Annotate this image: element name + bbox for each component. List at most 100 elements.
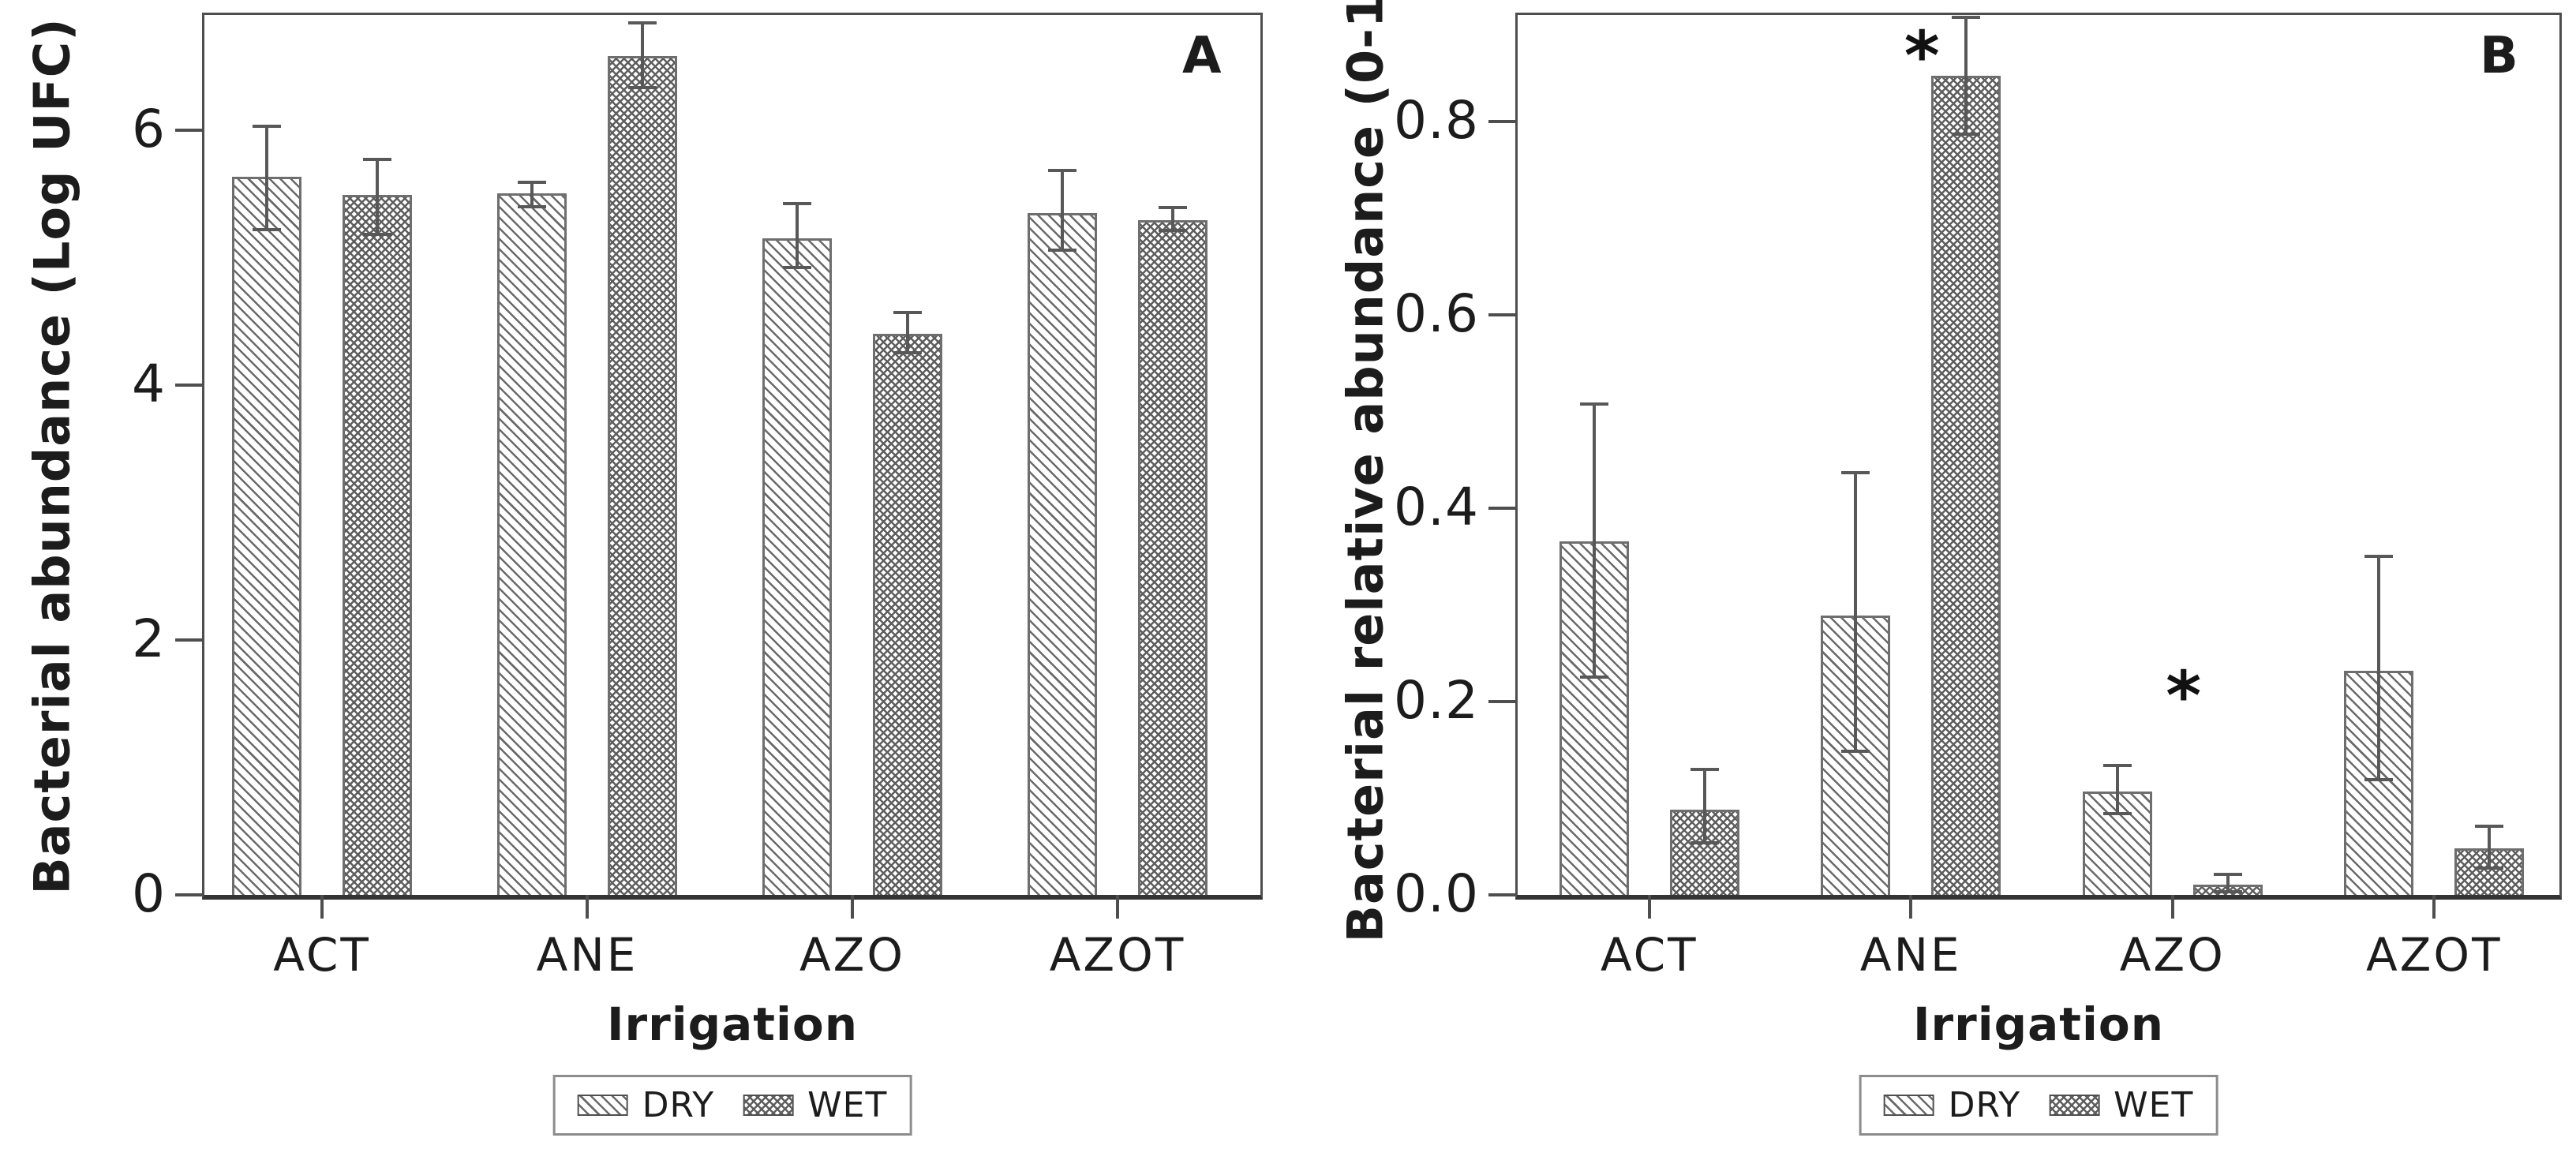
bar-azot-dry	[1028, 212, 1097, 895]
y-tick-label: 0.0	[1394, 863, 1479, 924]
error-bar-line	[1592, 403, 1596, 678]
x-category-label: ACT	[1600, 928, 1698, 982]
error-bar-cap-bottom	[1579, 676, 1608, 679]
error-bar-cap-bottom	[2102, 812, 2132, 816]
x-tick-mark	[1647, 895, 1651, 919]
error-bar-cap-top	[783, 202, 811, 206]
legend-item-dry: DRY	[1883, 1085, 2021, 1125]
dry-hatch-swatch-icon	[1883, 1095, 1934, 1116]
bar-ane-wet	[608, 55, 677, 895]
y-tick-label: 0.6	[1394, 283, 1479, 345]
y-tick-label: 0.4	[1394, 477, 1479, 538]
panel-letter-b: B	[2480, 27, 2518, 85]
error-bar-cap-top	[518, 180, 546, 184]
error-bar-line	[1061, 170, 1064, 250]
bar-act-dry	[232, 177, 301, 895]
error-bar-line	[530, 182, 534, 207]
bar-ane-dry	[497, 193, 567, 895]
error-bar-cap-bottom	[253, 227, 281, 231]
error-bar-line	[1854, 472, 1858, 751]
legend-dry-label: DRY	[642, 1085, 715, 1125]
y-tick-mark	[1488, 893, 1515, 896]
wet-hatch-swatch-icon	[2049, 1095, 2100, 1116]
x-category-label: AZO	[799, 928, 906, 982]
error-bar-cap-top	[1579, 402, 1608, 406]
error-bar-line	[2115, 765, 2119, 814]
bar-ane-wet	[1931, 75, 2001, 895]
y-tick-mark	[1488, 313, 1515, 317]
error-bar-line	[265, 125, 268, 230]
error-bar-cap-top	[253, 124, 281, 128]
y-tick-mark	[175, 128, 202, 132]
error-bar-cap-top	[1952, 16, 1981, 20]
error-bar-line	[1702, 769, 1706, 843]
legend-item-wet: WET	[743, 1085, 887, 1125]
error-bar-cap-top	[1690, 767, 1719, 771]
x-category-label: AZOT	[1049, 928, 1186, 982]
y-tick-label: 0	[132, 863, 166, 924]
error-bar-cap-top	[1048, 169, 1076, 173]
error-bar-line	[2226, 874, 2230, 893]
error-bar-cap-top	[2475, 825, 2504, 829]
error-bar-cap-bottom	[1690, 840, 1719, 844]
error-bar-cap-top	[363, 157, 391, 161]
error-bar-line	[906, 312, 909, 354]
error-bar-cap-bottom	[628, 86, 657, 90]
x-tick-mark	[2432, 895, 2436, 919]
significance-asterisk: *	[1904, 17, 1940, 96]
legend-a: DRY WET	[552, 1075, 912, 1136]
error-bar-cap-top	[2213, 873, 2242, 877]
y-tick-mark	[1488, 507, 1515, 511]
y-tick-mark	[175, 383, 202, 387]
error-bar-cap-bottom	[783, 266, 811, 270]
y-tick-label: 4	[132, 353, 166, 414]
y-tick-label: 2	[132, 608, 166, 669]
legend-item-dry: DRY	[577, 1085, 715, 1125]
x-tick-mark	[1909, 895, 1913, 919]
y-tick-mark	[175, 893, 202, 896]
error-bar-cap-top	[893, 310, 922, 314]
bar-azot-wet	[1138, 220, 1208, 895]
error-bar-cap-top	[1159, 206, 1187, 210]
x-category-label: AZOT	[2366, 928, 2503, 982]
x-category-label: ANE	[1859, 928, 1962, 982]
x-tick-mark	[2170, 895, 2174, 919]
panel-letter-a: A	[1182, 27, 1222, 85]
error-bar-line	[796, 204, 799, 268]
error-bar-line	[641, 22, 644, 88]
significance-asterisk: *	[2166, 657, 2202, 736]
wet-hatch-swatch-icon	[743, 1095, 794, 1116]
dry-hatch-swatch-icon	[577, 1095, 628, 1116]
bar-azo-dry	[762, 238, 832, 895]
error-bar-line	[1964, 17, 1968, 135]
error-bar-cap-top	[628, 21, 657, 24]
bar-azo-wet	[873, 334, 942, 895]
error-bar-cap-top	[1841, 470, 1870, 474]
x-tick-mark	[586, 895, 589, 919]
x-category-label: AZO	[2119, 928, 2226, 982]
error-bar-cap-bottom	[1841, 749, 1870, 753]
error-bar-cap-bottom	[1048, 248, 1076, 252]
error-bar-cap-top	[2102, 763, 2132, 767]
error-bar-line	[2377, 556, 2381, 780]
y-tick-mark	[1488, 120, 1515, 124]
error-bar-cap-bottom	[2364, 778, 2394, 782]
y-tick-label: 6	[132, 98, 166, 159]
error-bar-line	[2488, 826, 2492, 868]
error-bar-cap-top	[2364, 555, 2394, 559]
y-tick-label: 0.2	[1394, 670, 1479, 732]
error-bar-line	[1171, 208, 1174, 231]
y-tick-label: 0.8	[1394, 90, 1479, 152]
x-tick-mark	[1116, 895, 1119, 919]
y-tick-mark	[175, 638, 202, 642]
error-bar-cap-bottom	[363, 233, 391, 237]
error-bar-line	[376, 159, 379, 235]
legend-wet-label: WET	[807, 1085, 888, 1125]
x-category-label: ACT	[273, 928, 371, 982]
error-bar-cap-bottom	[2213, 890, 2242, 894]
legend-b: DRY WET	[1859, 1075, 2218, 1136]
x-tick-mark	[851, 895, 854, 919]
legend-item-wet: WET	[2049, 1085, 2193, 1125]
bar-act-wet	[343, 195, 412, 895]
